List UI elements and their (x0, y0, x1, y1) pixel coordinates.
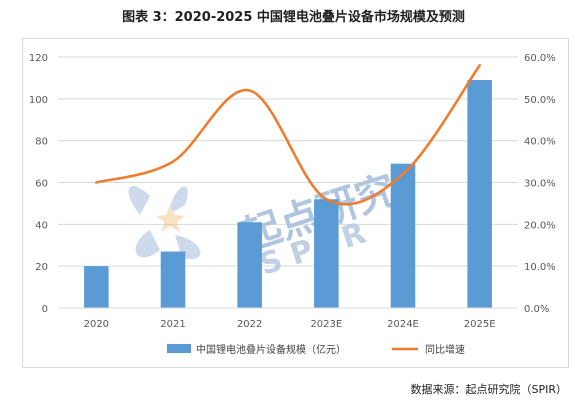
bar (237, 222, 262, 308)
legend-swatch-bar (167, 344, 191, 353)
left-tick-label: 0 (42, 304, 48, 315)
right-tick-label: 40.0% (524, 137, 556, 148)
watermark-logo (128, 186, 201, 260)
line-series (95, 64, 481, 206)
right-tick-label: 10.0% (524, 262, 556, 273)
watermark-petal (168, 186, 188, 215)
axes: 0 20 40 60 80 100 120 0.0% 10.0% 20.0% 30.0% 40.0% 5… (29, 53, 556, 330)
right-tick-label: 30.0% (524, 179, 556, 190)
right-tick-label: 0.0% (524, 304, 549, 315)
x-tick-label: 2023E (310, 319, 342, 330)
left-tick-label: 100 (29, 95, 48, 106)
right-tick-label: 20.0% (524, 220, 556, 231)
growth-line (95, 64, 481, 206)
legend: 中国锂电池叠片设备规模（亿元） 同比增速 (167, 343, 465, 356)
left-tick-label: 120 (29, 53, 48, 64)
x-tick-label: 2021 (160, 319, 185, 330)
bar (390, 163, 416, 308)
left-tick-label: 20 (35, 262, 48, 273)
watermark-petal (128, 186, 150, 215)
left-tick-label: 60 (35, 179, 48, 190)
bar (314, 199, 339, 308)
bar (467, 80, 492, 308)
x-tick-label: 2022 (237, 319, 262, 330)
source-note: 数据来源：起点研究院（SPIR） (410, 383, 567, 396)
left-tick-label: 40 (35, 220, 48, 231)
legend-label-bar: 中国锂电池叠片设备规模（亿元） (196, 343, 346, 356)
x-tick-label: 2024E (387, 319, 419, 330)
watermark-petal (135, 230, 160, 258)
right-tick-label: 50.0% (524, 95, 556, 106)
chart-title: 图表 3：2020-2025 中国锂电池叠片设备市场规模及预测 (122, 10, 465, 25)
bar (160, 251, 186, 308)
watermark-star (156, 205, 185, 232)
left-tick-label: 80 (35, 137, 48, 148)
chart-frame (22, 38, 569, 368)
right-tick-label: 60.0% (524, 53, 556, 64)
legend-label-line: 同比增速 (425, 343, 465, 356)
x-tick-label: 2020 (84, 319, 109, 330)
bar (84, 266, 109, 308)
x-tick-label: 2025E (464, 319, 496, 330)
bar-series (84, 80, 492, 308)
